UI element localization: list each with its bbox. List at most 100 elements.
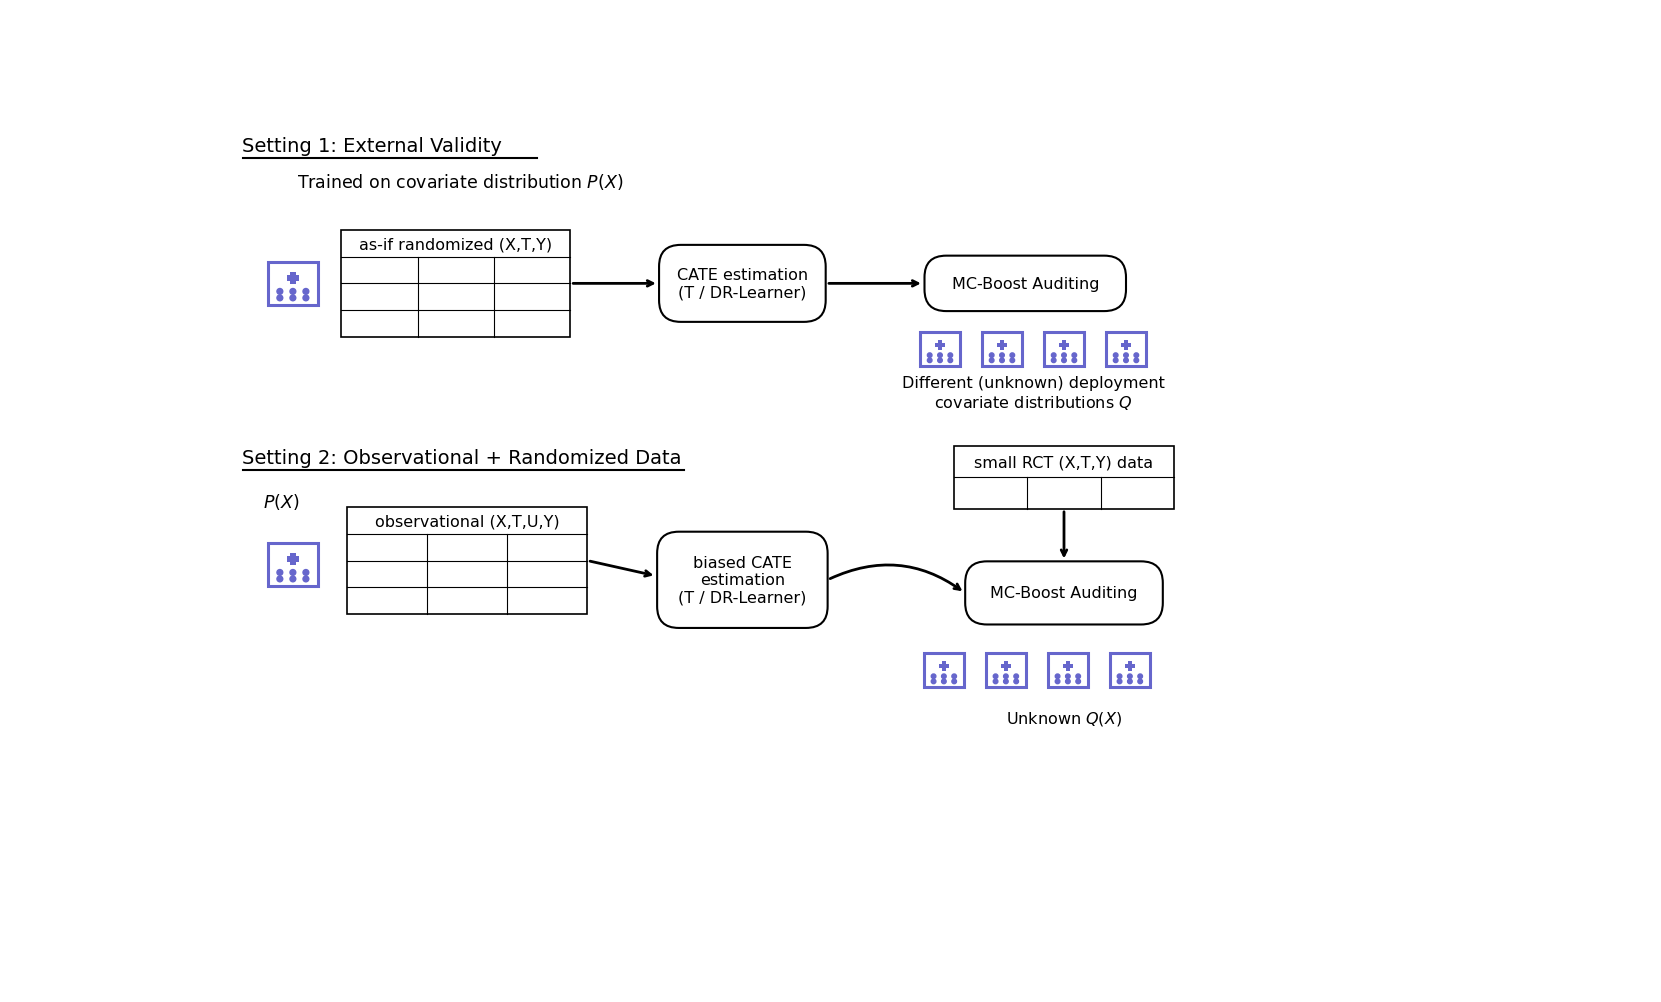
FancyBboxPatch shape [965, 562, 1163, 625]
Bar [997, 343, 1007, 348]
Bar [341, 231, 570, 337]
Bar [1110, 653, 1149, 687]
Circle shape [1055, 674, 1060, 679]
Text: CATE estimation
(T / DR-Learner): CATE estimation (T / DR-Learner) [676, 268, 807, 301]
Circle shape [1138, 674, 1143, 679]
Bar [1060, 343, 1070, 348]
Circle shape [990, 359, 993, 363]
Text: biased CATE
estimation
(T / DR-Learner): biased CATE estimation (T / DR-Learner) [678, 555, 807, 605]
Circle shape [1071, 354, 1076, 358]
Bar [1124, 664, 1134, 668]
Text: Unknown $Q(X)$: Unknown $Q(X)$ [1007, 709, 1123, 727]
Circle shape [1051, 354, 1056, 358]
Bar [987, 653, 1026, 687]
Circle shape [277, 296, 282, 302]
Bar [287, 557, 299, 562]
Circle shape [302, 576, 309, 582]
Circle shape [1128, 674, 1133, 679]
Bar [942, 661, 947, 671]
Text: observational (X,T,U,Y): observational (X,T,U,Y) [375, 514, 560, 529]
Circle shape [291, 290, 296, 295]
Circle shape [1134, 354, 1138, 358]
Bar [347, 508, 588, 614]
Circle shape [942, 679, 947, 684]
Circle shape [291, 296, 296, 302]
FancyBboxPatch shape [925, 257, 1126, 312]
Bar [920, 333, 960, 367]
Bar [1003, 661, 1008, 671]
Bar [1124, 341, 1128, 350]
Bar [1063, 664, 1073, 668]
Circle shape [948, 354, 953, 358]
Bar [1128, 661, 1133, 671]
Circle shape [1071, 359, 1076, 363]
Bar [1106, 333, 1146, 367]
Circle shape [291, 576, 296, 582]
Circle shape [1066, 674, 1070, 679]
Bar [1066, 661, 1070, 671]
Circle shape [1113, 354, 1118, 358]
Text: as-if randomized (X,T,Y): as-if randomized (X,T,Y) [359, 236, 551, 252]
Circle shape [942, 674, 947, 679]
Circle shape [1003, 674, 1008, 679]
Circle shape [1138, 679, 1143, 684]
Circle shape [1051, 359, 1056, 363]
Text: Trained on covariate distribution $P(X)$: Trained on covariate distribution $P(X)$ [297, 172, 623, 192]
Circle shape [1013, 679, 1018, 684]
Circle shape [948, 359, 953, 363]
Bar [953, 447, 1174, 509]
Bar [1045, 333, 1085, 367]
Circle shape [291, 570, 296, 576]
Text: small RCT (X,T,Y) data: small RCT (X,T,Y) data [975, 455, 1153, 470]
Bar [1000, 341, 1005, 350]
Circle shape [952, 679, 957, 684]
Circle shape [1118, 679, 1121, 684]
Circle shape [1000, 354, 1005, 358]
Bar [982, 333, 1022, 367]
Circle shape [1066, 679, 1070, 684]
Text: MC-Boost Auditing: MC-Boost Auditing [990, 586, 1138, 601]
Circle shape [1061, 354, 1066, 358]
Circle shape [302, 570, 309, 576]
Circle shape [927, 354, 932, 358]
Bar [938, 664, 948, 668]
Text: MC-Boost Auditing: MC-Boost Auditing [952, 277, 1100, 292]
Circle shape [277, 290, 282, 295]
Circle shape [938, 359, 942, 363]
Bar [924, 653, 963, 687]
Bar [1048, 653, 1088, 687]
Bar [287, 277, 299, 282]
Circle shape [1055, 679, 1060, 684]
Circle shape [938, 354, 942, 358]
Text: $P(X)$: $P(X)$ [264, 491, 301, 511]
Circle shape [1000, 359, 1005, 363]
Circle shape [1124, 359, 1128, 363]
Bar [267, 263, 317, 306]
Circle shape [1010, 354, 1015, 358]
Circle shape [1076, 674, 1080, 679]
Circle shape [1010, 359, 1015, 363]
Circle shape [302, 290, 309, 295]
Bar [1002, 664, 1012, 668]
Circle shape [993, 679, 998, 684]
Bar [938, 341, 942, 350]
Circle shape [1013, 674, 1018, 679]
Circle shape [277, 570, 282, 576]
Circle shape [277, 576, 282, 582]
FancyBboxPatch shape [659, 245, 826, 323]
Circle shape [1118, 674, 1121, 679]
Circle shape [993, 674, 998, 679]
Bar [1061, 341, 1066, 350]
Circle shape [990, 354, 993, 358]
Circle shape [1124, 354, 1128, 358]
Circle shape [1113, 359, 1118, 363]
Circle shape [1134, 359, 1138, 363]
Circle shape [952, 674, 957, 679]
Circle shape [927, 359, 932, 363]
Circle shape [1076, 679, 1080, 684]
FancyBboxPatch shape [658, 532, 827, 628]
Bar [291, 553, 296, 566]
Bar [267, 543, 317, 586]
Circle shape [1128, 679, 1133, 684]
Text: Setting 1: External Validity: Setting 1: External Validity [243, 137, 502, 155]
